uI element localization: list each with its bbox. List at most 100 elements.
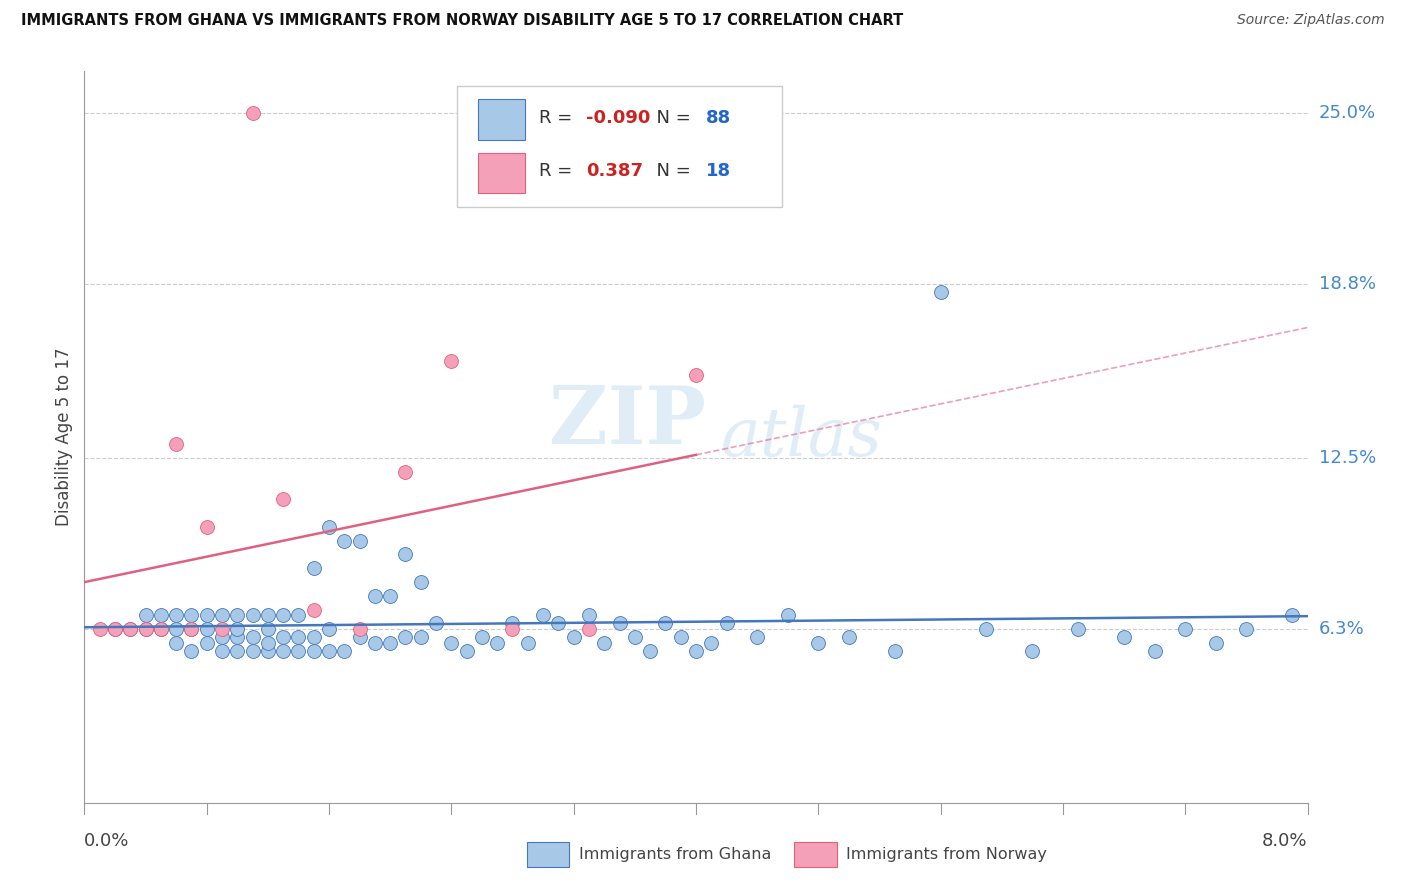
Point: [318, 644, 340, 658]
FancyBboxPatch shape: [478, 99, 524, 140]
Point: [976, 622, 998, 636]
Point: [165, 437, 187, 451]
Point: [456, 644, 478, 658]
Point: [409, 574, 432, 589]
Point: [745, 630, 768, 644]
Point: [929, 285, 952, 300]
Point: [120, 622, 142, 636]
Point: [1234, 622, 1257, 636]
Text: 0.0%: 0.0%: [84, 832, 129, 850]
Point: [440, 354, 463, 368]
Point: [1205, 636, 1227, 650]
Text: 12.5%: 12.5%: [1319, 449, 1376, 467]
Point: [257, 636, 280, 650]
Point: [180, 622, 202, 636]
Text: ZIP: ZIP: [550, 384, 706, 461]
Text: 18: 18: [706, 162, 731, 180]
Point: [669, 630, 692, 644]
Point: [364, 589, 387, 603]
Point: [180, 622, 202, 636]
Point: [257, 644, 280, 658]
Point: [195, 636, 218, 650]
Text: 25.0%: 25.0%: [1319, 103, 1376, 122]
Point: [226, 630, 249, 644]
Point: [807, 636, 830, 650]
Point: [165, 622, 187, 636]
Point: [380, 589, 402, 603]
Point: [180, 644, 202, 658]
Point: [1114, 630, 1136, 644]
Point: [394, 465, 416, 479]
Point: [149, 608, 172, 623]
Point: [180, 608, 202, 623]
Point: [226, 608, 249, 623]
Text: 8.0%: 8.0%: [1263, 832, 1308, 850]
Point: [149, 622, 172, 636]
Point: [195, 608, 218, 623]
Point: [271, 492, 294, 507]
Text: N =: N =: [644, 109, 696, 127]
Point: [409, 630, 432, 644]
Point: [700, 636, 723, 650]
Point: [257, 622, 280, 636]
Point: [226, 644, 249, 658]
Point: [287, 630, 309, 644]
Point: [394, 630, 416, 644]
Point: [242, 105, 264, 120]
Point: [271, 644, 294, 658]
Point: [104, 622, 127, 636]
Point: [486, 636, 509, 650]
Point: [1067, 622, 1090, 636]
Point: [165, 608, 187, 623]
Text: N =: N =: [644, 162, 696, 180]
Text: Immigrants from Ghana: Immigrants from Ghana: [579, 847, 772, 862]
Point: [211, 644, 233, 658]
Point: [195, 520, 218, 534]
Point: [242, 608, 264, 623]
Point: [149, 622, 172, 636]
Point: [501, 622, 523, 636]
Point: [1021, 644, 1043, 658]
Point: [349, 622, 371, 636]
Point: [226, 622, 249, 636]
Point: [593, 636, 616, 650]
Point: [394, 548, 416, 562]
Point: [578, 622, 600, 636]
Point: [242, 644, 264, 658]
Point: [135, 622, 157, 636]
Point: [318, 622, 340, 636]
Point: [578, 608, 600, 623]
Text: Immigrants from Norway: Immigrants from Norway: [846, 847, 1047, 862]
Point: [531, 608, 554, 623]
Point: [287, 644, 309, 658]
Y-axis label: Disability Age 5 to 17: Disability Age 5 to 17: [55, 348, 73, 526]
Point: [624, 630, 647, 644]
Text: R =: R =: [540, 109, 578, 127]
Point: [609, 616, 631, 631]
Point: [302, 630, 325, 644]
Point: [562, 630, 585, 644]
FancyBboxPatch shape: [478, 153, 524, 193]
Text: R =: R =: [540, 162, 578, 180]
Point: [135, 608, 157, 623]
Text: 18.8%: 18.8%: [1319, 275, 1375, 293]
Point: [349, 630, 371, 644]
Point: [89, 622, 111, 636]
Point: [516, 636, 538, 650]
Point: [333, 533, 356, 548]
Point: [271, 608, 294, 623]
Text: 0.387: 0.387: [586, 162, 643, 180]
Point: [638, 644, 661, 658]
Point: [349, 533, 371, 548]
Point: [654, 616, 676, 631]
Text: -0.090: -0.090: [586, 109, 650, 127]
Text: IMMIGRANTS FROM GHANA VS IMMIGRANTS FROM NORWAY DISABILITY AGE 5 TO 17 CORRELATI: IMMIGRANTS FROM GHANA VS IMMIGRANTS FROM…: [21, 13, 903, 29]
FancyBboxPatch shape: [457, 86, 782, 207]
Point: [838, 630, 860, 644]
Point: [257, 608, 280, 623]
Point: [104, 622, 127, 636]
Point: [440, 636, 463, 650]
Point: [380, 636, 402, 650]
Point: [211, 622, 233, 636]
Point: [302, 561, 325, 575]
